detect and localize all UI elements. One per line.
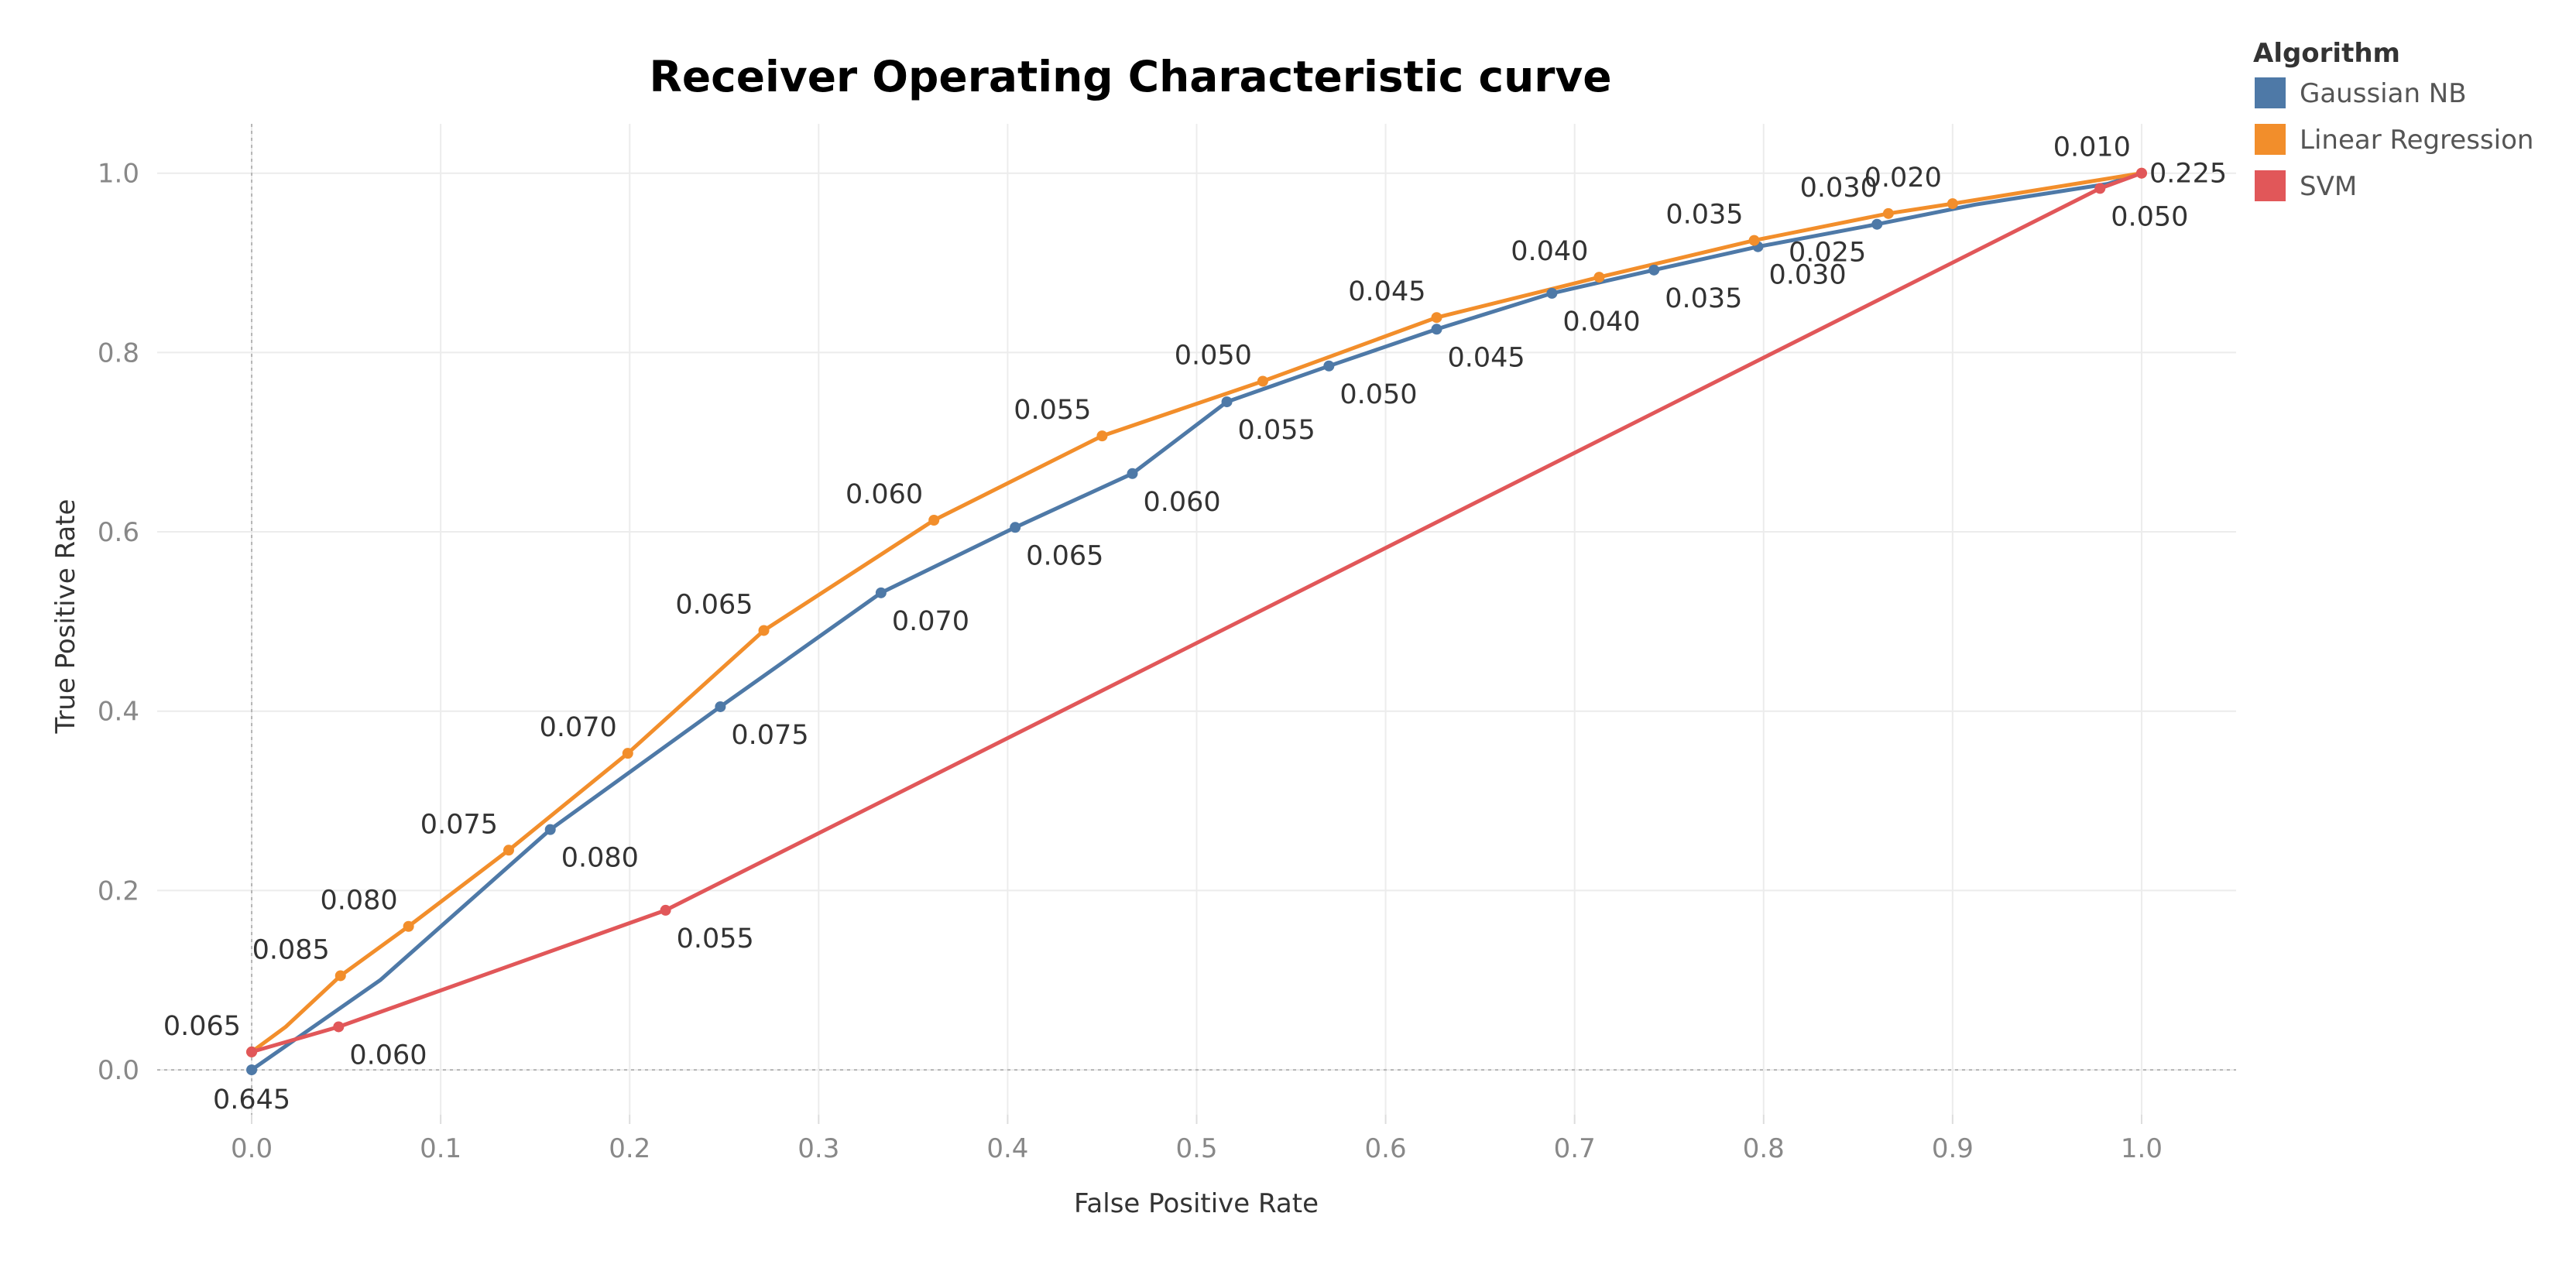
linear-regression-data-label: 0.035: [1665, 200, 1743, 231]
linear-regression-data-label: 0.010: [2053, 132, 2131, 163]
gaussian-nb-data-label: 0.045: [1447, 342, 1525, 373]
axes: 0.0 0.1 0.2 0.3 0.4 0.5 0.6 0.7 0.8 0.9 1.0 0.0 0.2 0…: [98, 124, 2236, 1164]
svm-data-label: 0.055: [677, 923, 754, 954]
x-tick-label: 0.8: [1743, 1133, 1785, 1164]
gaussian-nb-legend-swatch: [2255, 77, 2286, 108]
linear-regression-point: [758, 625, 770, 636]
gaussian-nb-point: [1127, 468, 1138, 479]
linear-regression-data-label: 0.055: [1014, 395, 1091, 426]
gaussian-nb-data-label: 0.060: [1144, 487, 1221, 518]
svm-data-label: 0.225: [2149, 159, 2227, 190]
linear-regression-data-label: 0.045: [1348, 276, 1425, 307]
linear-regression-data-label: 0.040: [1511, 236, 1588, 267]
y-tick-label: 1.0: [98, 159, 139, 190]
gaussian-nb-point: [544, 824, 556, 835]
gaussian-nb-point: [1010, 522, 1021, 533]
linear-regression-data-label: 0.075: [420, 809, 498, 840]
gaussian-nb-data-label: 0.645: [213, 1085, 290, 1115]
linear-regression-point: [334, 970, 346, 982]
svm-legend-swatch: [2255, 170, 2286, 201]
x-tick-label: 0.6: [1365, 1133, 1407, 1164]
y-tick-label: 0.4: [98, 697, 139, 728]
linear-regression-legend-label: Linear Regression: [2300, 125, 2533, 156]
x-tick-label: 1.0: [2121, 1133, 2163, 1164]
gaussian-nb-data-label: 0.075: [731, 720, 808, 751]
svm-data-label: 0.065: [163, 1011, 241, 1042]
linear-regression-data-label: 0.030: [1800, 173, 1878, 204]
x-tick-label: 0.1: [420, 1133, 461, 1164]
gaussian-nb-point: [715, 701, 726, 712]
gaussian-nb-point: [1648, 264, 1660, 276]
gaussian-nb-data-label: 0.070: [892, 606, 969, 637]
y-tick-label: 0.2: [98, 876, 139, 906]
linear-regression-point: [1882, 207, 1894, 219]
linear-regression-data-label: 0.060: [846, 479, 923, 510]
linear-regression-data-label: 0.050: [1175, 340, 1252, 371]
linear-regression-point: [1257, 375, 1268, 387]
x-tick-label: 0.9: [1932, 1133, 1974, 1164]
gaussian-nb-data-label: 0.040: [1562, 307, 1640, 338]
legend-title: Algorithm: [2253, 38, 2400, 69]
svm-point: [333, 1021, 345, 1033]
svm-legend-label: SVM: [2300, 171, 2357, 202]
linear-regression-point: [928, 515, 940, 526]
gaussian-nb-point: [1431, 324, 1442, 335]
linear-regression-point: [503, 845, 515, 856]
x-tick-label: 0.7: [1554, 1133, 1596, 1164]
gaussian-nb-data-label: 0.080: [561, 843, 639, 874]
gaussian-nb-data-label: 0.025: [1789, 238, 1866, 269]
linear-regression-point: [403, 920, 414, 932]
x-tick-label: 0.4: [986, 1133, 1028, 1164]
linear-regression-data-label: 0.080: [320, 886, 397, 917]
linear-regression-data-label: 0.070: [540, 712, 617, 743]
x-tick-label: 0.0: [231, 1133, 273, 1164]
gaussian-nb-point: [1323, 360, 1335, 372]
linear-regression-data-label: 0.065: [675, 589, 753, 620]
linear-regression-point: [1096, 430, 1108, 442]
grid: [157, 124, 2236, 1115]
gaussian-nb-data-label: 0.050: [1339, 379, 1417, 410]
x-tick-label: 0.2: [609, 1133, 650, 1164]
linear-regression-point: [1593, 272, 1605, 283]
gaussian-nb-point: [875, 587, 887, 598]
y-tick-label: 0.8: [98, 338, 139, 368]
linear-regression-legend-swatch: [2255, 124, 2286, 155]
gaussian-nb-point: [1221, 396, 1233, 408]
chart-title: Receiver Operating Characteristic curve: [649, 52, 1611, 101]
svm-point: [2094, 183, 2106, 194]
gaussian-nb-data-label: 0.055: [1238, 415, 1315, 446]
gaussian-nb-data-label: 0.065: [1026, 540, 1103, 571]
linear-regression-data-label: 0.020: [1864, 163, 1942, 194]
svm-point: [246, 1046, 258, 1057]
y-tick-label: 0.6: [98, 517, 139, 548]
gaussian-nb-data-label: 0.030: [1768, 260, 1846, 291]
svm-point: [660, 904, 671, 916]
gaussian-nb-legend-label: Gaussian NB: [2300, 78, 2467, 109]
data-labels: 0.645 0.080 0.075 0.070 0.065 0.060 0.055 0.050…: [163, 132, 2227, 1115]
linear-regression-point: [1748, 235, 1760, 246]
gaussian-nb-data-label: 0.035: [1665, 283, 1742, 314]
y-tick-label: 0.0: [98, 1055, 139, 1086]
linear-regression-data-label: 0.085: [252, 934, 330, 965]
gaussian-nb-point: [246, 1064, 258, 1076]
svm-data-label: 0.050: [2111, 201, 2188, 232]
linear-regression-line: [249, 171, 2144, 1054]
x-axis-title: False Positive Rate: [1074, 1188, 1319, 1219]
legend: Algorithm Gaussian NB Linear Regression SV…: [2253, 38, 2533, 202]
linear-regression-point: [1947, 198, 1958, 210]
svm-point: [2135, 167, 2147, 179]
x-tick-label: 0.3: [797, 1133, 839, 1164]
y-axis-title: True Positive Rate: [50, 499, 81, 735]
linear-regression-point: [622, 748, 633, 759]
data-points: [246, 167, 2147, 1076]
linear-regression-point: [1431, 312, 1442, 324]
gaussian-nb-point: [1871, 218, 1883, 230]
svm-data-label: 0.060: [349, 1040, 427, 1071]
gaussian-nb-point: [1546, 287, 1558, 299]
x-tick-label: 0.5: [1175, 1133, 1217, 1164]
